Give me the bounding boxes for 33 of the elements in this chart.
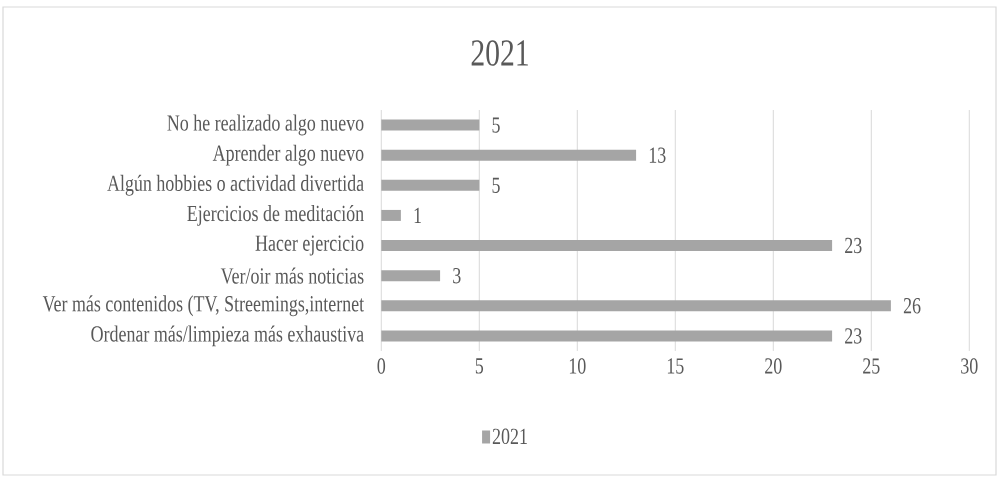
data-label: 13 <box>649 147 666 163</box>
y-tick-label: Ordenar más/limpieza más exhaustiva <box>91 325 364 347</box>
bar <box>381 270 441 282</box>
y-tick-label: No he realizado algo nuevo <box>167 114 364 136</box>
chart-title: 2021 <box>471 40 528 66</box>
data-label: 26 <box>903 298 921 314</box>
bar <box>381 330 833 342</box>
data-label: 23 <box>845 328 862 344</box>
data-label: 5 <box>492 117 500 133</box>
data-label: 5 <box>492 177 500 193</box>
bar <box>381 119 480 131</box>
bar <box>381 240 833 252</box>
bar <box>381 300 891 312</box>
bar <box>381 209 401 221</box>
y-tick-label: Ver/oir más noticias <box>220 267 364 284</box>
y-tick-label: Algún hobbies o actividad divertida <box>107 174 364 196</box>
x-tick-label: 10 <box>569 358 586 374</box>
data-label: 23 <box>845 237 862 254</box>
y-tick-label: Aprender algo nuevo <box>212 144 364 166</box>
y-tick-label: Ver más contenidos (TV, Streemings,internet <box>42 295 365 317</box>
x-tick-label: 15 <box>667 358 684 374</box>
x-tick-label: 25 <box>863 358 880 374</box>
bar <box>381 149 637 161</box>
legend-label: 2021 <box>492 428 527 445</box>
bar <box>381 179 480 191</box>
y-tick-label: Ejercicios de meditación <box>187 204 364 226</box>
data-label: 1 <box>414 207 421 224</box>
x-tick-label: 0 <box>377 358 386 374</box>
x-tick-label: 20 <box>765 358 782 374</box>
y-tick-label: Hacer ejercicio <box>255 235 364 256</box>
data-label: 3 <box>453 267 461 284</box>
x-tick-label: 5 <box>475 358 484 374</box>
x-tick-label: 30 <box>961 358 978 374</box>
